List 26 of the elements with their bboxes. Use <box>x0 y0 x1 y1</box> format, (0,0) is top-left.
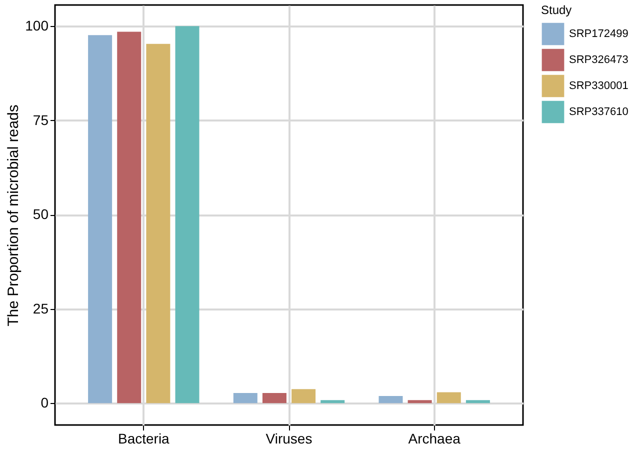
legend-label: SRP330001 <box>569 80 628 92</box>
bar <box>175 26 200 404</box>
legend-title: Study <box>541 3 572 17</box>
legend-label: SRP172499 <box>569 28 628 40</box>
bar <box>117 32 142 404</box>
x-tick-label: Archaea <box>408 430 461 446</box>
bar <box>233 392 258 404</box>
x-tick-label: Viruses <box>266 430 312 446</box>
bar <box>262 392 286 404</box>
legend-label: SRP326473 <box>569 54 628 66</box>
y-axis-title: The Proportion of microbial reads <box>5 104 22 326</box>
y-tick-label: 50 <box>32 206 49 222</box>
legend-label: SRP337610 <box>569 106 628 118</box>
bar <box>436 392 461 404</box>
bar <box>378 396 403 404</box>
x-tick-label: Bacteria <box>118 430 170 446</box>
bar <box>292 389 316 404</box>
y-tick-label: 0 <box>40 394 49 411</box>
bar <box>88 35 112 404</box>
y-tick-label: 75 <box>32 112 49 128</box>
y-tick-label: 100 <box>25 18 49 34</box>
bar <box>408 400 432 404</box>
bar <box>320 400 345 404</box>
bar <box>466 400 490 404</box>
bar <box>146 44 170 404</box>
y-tick-label: 25 <box>32 300 49 316</box>
